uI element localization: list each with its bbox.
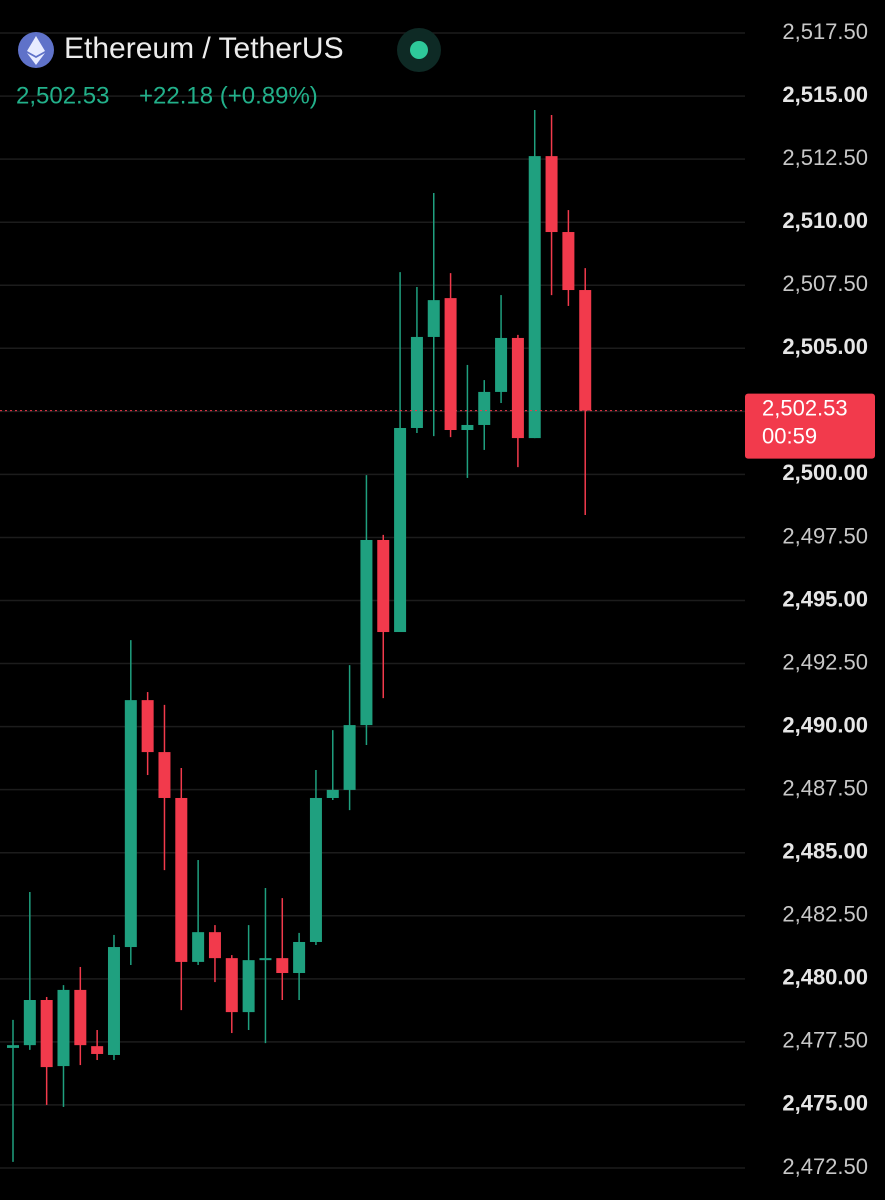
candle-body — [158, 752, 171, 798]
eth-glyph — [27, 36, 45, 65]
candle-body — [74, 989, 87, 1046]
y-tick-label: 2,475.00 — [782, 1091, 868, 1116]
candle-body — [545, 156, 558, 233]
candle-body — [495, 337, 508, 392]
y-tick-label: 2,512.50 — [782, 145, 868, 170]
candle-body — [528, 156, 541, 439]
candle-body — [326, 789, 339, 798]
price-tag: 2,502.53 00:59 — [745, 393, 875, 459]
candle-body — [225, 958, 238, 1013]
candle-body — [579, 290, 592, 411]
y-tick-label: 2,510.00 — [782, 208, 868, 233]
candle-body — [360, 539, 373, 726]
y-axis: 2,472.50 2,475.00 2,477.50 2,480.00 2,482.50… — [782, 19, 868, 1179]
candle-body — [444, 298, 457, 431]
status-dot — [410, 41, 428, 59]
y-tick-label: 2,507.50 — [782, 271, 868, 296]
candle-body — [427, 300, 440, 337]
y-tick-label: 2,487.50 — [782, 775, 868, 800]
candle-body — [293, 941, 306, 974]
candle-body — [7, 1045, 19, 1048]
y-tick-label: 2,490.00 — [782, 712, 868, 737]
candle-body — [394, 427, 407, 633]
candle-body — [192, 932, 205, 962]
candle-body — [107, 947, 120, 1055]
y-tick-label: 2,480.00 — [782, 965, 868, 990]
candle-body — [410, 336, 423, 428]
candle-body — [40, 1000, 53, 1068]
y-tick-label: 2,497.50 — [782, 523, 868, 548]
candle-body — [124, 700, 137, 948]
y-tick-label: 2,492.50 — [782, 649, 868, 674]
candle-body — [276, 958, 289, 974]
y-tick-label: 2,485.00 — [782, 839, 868, 864]
price-tag-bg — [745, 393, 875, 459]
y-tick-label: 2,477.50 — [782, 1028, 868, 1053]
y-tick-label: 2,495.00 — [782, 586, 868, 611]
candle-body — [377, 539, 390, 633]
candle-body — [208, 932, 221, 959]
candle-body — [175, 797, 188, 962]
candle-body — [57, 989, 70, 1067]
candle-body — [478, 391, 491, 425]
y-tick-label: 2,515.00 — [782, 82, 868, 107]
candle-body — [141, 700, 154, 753]
candle-body — [91, 1046, 104, 1054]
change: +22.18 (+0.89%) — [139, 82, 318, 109]
price: 2,502.53 — [16, 82, 109, 109]
price-tag-price: 2,502.53 — [762, 395, 848, 420]
candle-body — [461, 424, 474, 431]
y-tick-label: 2,500.00 — [782, 460, 868, 485]
price-tag-countdown: 00:59 — [762, 423, 817, 448]
grid — [0, 32, 745, 1169]
candle-body — [511, 337, 524, 439]
candle-body — [242, 960, 255, 1013]
chart-title: Ethereum / TetherUS — [64, 32, 344, 65]
y-tick-label: 2,482.50 — [782, 902, 868, 927]
y-tick-label: 2,505.00 — [782, 334, 868, 359]
candles — [0, 109, 745, 1162]
candle-body — [309, 797, 322, 942]
y-tick-label: 2,517.50 — [782, 19, 868, 44]
y-tick-label: 2,472.50 — [782, 1154, 868, 1179]
candle-body — [562, 232, 575, 291]
candle-body — [259, 958, 272, 961]
candle-body — [343, 725, 356, 790]
candle-body — [23, 1000, 36, 1046]
